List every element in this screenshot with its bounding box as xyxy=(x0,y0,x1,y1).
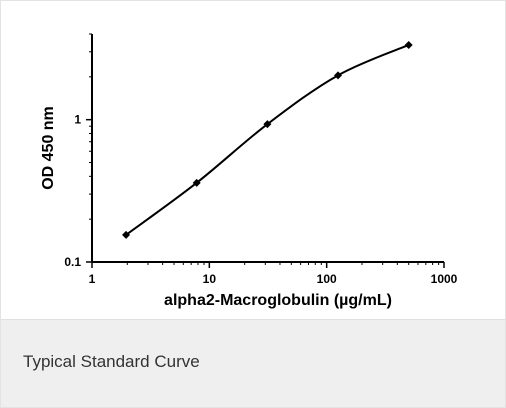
y-tick-label: 1 xyxy=(74,113,81,127)
y-tick-label: 0.1 xyxy=(64,255,81,269)
figure-caption: Typical Standard Curve xyxy=(23,352,200,371)
x-axis-title: alpha2-Macroglobulin (µg/mL) xyxy=(164,292,392,309)
standard-curve-line xyxy=(125,44,410,236)
x-tick-label: 1 xyxy=(89,272,96,286)
data-point xyxy=(122,230,131,239)
chart-figure: 1 10 100 1000 0.1 1 alpha2-Macroglobulin (µg/m… xyxy=(1,1,505,319)
data-point xyxy=(404,40,413,49)
caption-band: Typical Standard Curve xyxy=(1,319,505,407)
data-point xyxy=(263,120,272,129)
x-tick-label: 100 xyxy=(317,272,337,286)
x-tick-label: 10 xyxy=(203,272,217,286)
y-axis-title: OD 450 nm xyxy=(40,106,57,190)
data-point xyxy=(192,178,201,187)
data-point xyxy=(334,71,343,80)
standard-curve-chart: 1 10 100 1000 0.1 1 alpha2-Macroglobulin (µg/m… xyxy=(40,33,458,309)
x-tick-label: 1000 xyxy=(431,272,458,286)
